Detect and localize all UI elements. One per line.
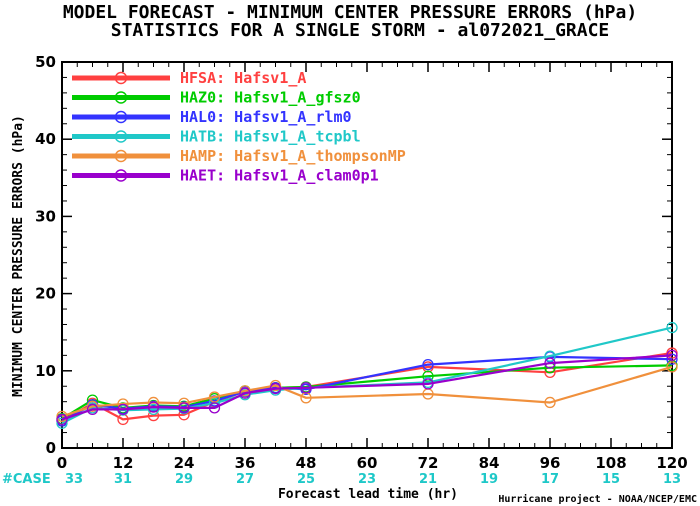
case-count: 23: [358, 472, 376, 487]
case-count: 19: [480, 472, 498, 487]
data-point: [544, 357, 556, 369]
data-point: [544, 350, 556, 362]
x-tick-label: 12: [113, 454, 134, 472]
y-tick-label: 20: [35, 285, 56, 303]
data-point: [178, 402, 190, 414]
legend-marker: [114, 110, 128, 124]
x-tick-label: 36: [235, 454, 256, 472]
data-point: [56, 413, 68, 426]
legend-marker: [114, 149, 128, 163]
data-point: [178, 409, 190, 421]
data-point: [422, 370, 434, 382]
legend-marker: [114, 91, 128, 104]
data-point: [422, 358, 434, 371]
data-point: [666, 349, 678, 362]
legend-marker: [114, 169, 128, 182]
data-point: [117, 403, 129, 416]
x-axis-label: Forecast lead time (hr): [278, 487, 458, 502]
legend-label: HFSA: Hafsv1_A: [180, 69, 306, 87]
y-axis-label: MINIMUM CENTER PRESSURE ERRORS (hPa): [11, 115, 26, 397]
data-point: [208, 391, 221, 403]
case-count: 13: [663, 472, 681, 487]
case-count: 31: [114, 472, 132, 487]
y-tick-label: 0: [46, 439, 56, 457]
legend-marker: [114, 130, 128, 143]
data-point: [56, 410, 68, 422]
series-line-3: [61, 326, 673, 425]
data-point: [544, 396, 556, 409]
case-count: 15: [602, 472, 620, 487]
x-tick-label: 96: [540, 454, 561, 472]
legend-label: HAMP: Hafsv1_A_thompsonMP: [180, 147, 406, 165]
x-tick-label: 60: [357, 454, 378, 472]
data-point: [269, 379, 282, 392]
case-count: 25: [297, 472, 315, 487]
legend-label: HATB: Hafsv1_A_tcpbl: [180, 128, 361, 146]
x-tick-label: 120: [656, 454, 687, 472]
case-count: 33: [65, 472, 83, 487]
x-tick-label: 84: [479, 454, 500, 472]
data-point: [269, 382, 282, 395]
data-point: [239, 387, 251, 399]
case-count: 21: [419, 472, 437, 487]
data-point: [666, 321, 678, 334]
case-label: #CASE: [2, 472, 51, 487]
data-point: [666, 353, 678, 365]
y-tick-label: 40: [35, 130, 56, 148]
legend-label: HAZ0: Hafsv1_A_gfsz0: [180, 89, 361, 107]
case-count: 17: [541, 472, 559, 487]
chart-subtitle: STATISTICS FOR A SINGLE STORM - al072021…: [111, 20, 610, 41]
legend-label: HAET: Hafsv1_A_clam0p1: [180, 167, 379, 185]
chart-title: MODEL FORECAST - MINIMUM CENTER PRESSURE…: [63, 2, 637, 23]
legend-label: HAL0: Hafsv1_A_rlm0: [180, 108, 352, 126]
case-count: 27: [236, 472, 254, 487]
x-tick-label: 72: [418, 454, 439, 472]
data-point: [422, 378, 434, 390]
x-tick-label: 108: [595, 454, 626, 472]
legend-marker: [114, 71, 128, 85]
data-point: [147, 401, 160, 413]
y-tick-label: 50: [35, 53, 56, 71]
credit-text: Hurricane project - NOAA/NCEP/EMC: [498, 493, 697, 505]
x-tick-label: 24: [174, 454, 195, 472]
plot-frame: [61, 61, 673, 449]
data-point: [300, 382, 312, 394]
data-point: [86, 403, 99, 416]
case-count: 29: [175, 472, 193, 487]
data-point: [86, 400, 99, 412]
x-tick-label: 0: [57, 454, 67, 472]
y-tick-label: 10: [35, 362, 56, 380]
data-point: [666, 361, 678, 373]
x-tick-label: 48: [296, 454, 317, 472]
y-tick-label: 30: [35, 207, 56, 225]
plot-area: 0 10 20 30 40 50 0 12 24 36 48 60 72 84 96 108 120 33 31 29…: [35, 53, 688, 487]
data-point: [208, 402, 221, 414]
